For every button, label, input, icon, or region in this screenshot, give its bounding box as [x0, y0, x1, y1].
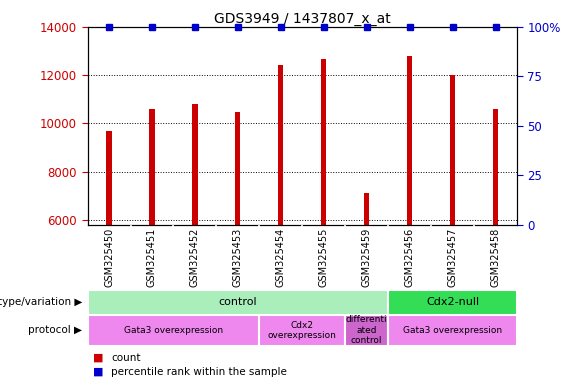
Bar	[407, 56, 412, 364]
Bar	[259, 315, 345, 346]
Bar	[149, 109, 155, 364]
Bar	[321, 60, 327, 364]
Text: count: count	[111, 353, 141, 363]
Text: GSM325459: GSM325459	[362, 228, 372, 287]
Bar	[388, 290, 517, 315]
Text: genotype/variation ▶: genotype/variation ▶	[0, 297, 82, 308]
Bar	[450, 75, 455, 364]
Text: Cdx2
overexpression: Cdx2 overexpression	[268, 321, 337, 340]
Text: control: control	[219, 297, 257, 308]
Text: GSM325450: GSM325450	[104, 228, 114, 287]
Bar	[192, 104, 198, 364]
Text: protocol ▶: protocol ▶	[28, 325, 82, 335]
Bar	[493, 109, 498, 364]
Text: Gata3 overexpression: Gata3 overexpression	[124, 326, 223, 335]
Bar	[235, 113, 241, 364]
Text: GSM325453: GSM325453	[233, 228, 243, 287]
Text: percentile rank within the sample: percentile rank within the sample	[111, 366, 287, 377]
Text: ■: ■	[93, 366, 104, 377]
Bar	[364, 193, 370, 364]
Text: GSM325456: GSM325456	[405, 228, 415, 287]
Text: GSM325454: GSM325454	[276, 228, 286, 287]
Text: GSM325452: GSM325452	[190, 228, 200, 287]
Bar	[106, 131, 112, 364]
Bar	[88, 290, 388, 315]
Text: differenti
ated
control: differenti ated control	[346, 315, 388, 345]
Text: GSM325451: GSM325451	[147, 228, 157, 287]
Bar	[278, 65, 284, 364]
Text: GSM325457: GSM325457	[447, 228, 458, 287]
Text: Cdx2-null: Cdx2-null	[426, 297, 479, 308]
Text: GSM325458: GSM325458	[490, 228, 501, 287]
Text: ■: ■	[93, 353, 104, 363]
Bar	[345, 315, 388, 346]
Bar	[388, 315, 517, 346]
Title: GDS3949 / 1437807_x_at: GDS3949 / 1437807_x_at	[214, 12, 390, 26]
Bar	[88, 315, 259, 346]
Text: Gata3 overexpression: Gata3 overexpression	[403, 326, 502, 335]
Text: GSM325455: GSM325455	[319, 228, 329, 287]
